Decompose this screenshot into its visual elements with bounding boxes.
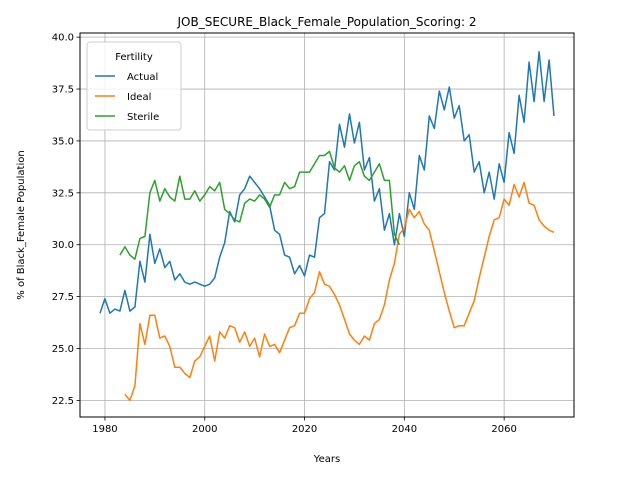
chart-title: JOB_SECURE_Black_Female_Population_Scori… <box>177 15 477 29</box>
x-axis-label: Years <box>313 454 340 465</box>
legend: Fertility Actual Ideal Sterile <box>86 41 182 131</box>
series-line-sterile <box>119 150 401 260</box>
y-tick-label: 25.0 <box>52 344 74 355</box>
y-tick-label: 40.0 <box>52 33 74 44</box>
x-tick-label: 2060 <box>491 424 516 435</box>
legend-box <box>86 41 182 131</box>
legend-label-actual: Actual <box>127 72 158 83</box>
x-tick-label: 2020 <box>292 424 317 435</box>
y-tick-label: 30.0 <box>52 240 74 251</box>
series-layer <box>99 50 555 402</box>
y-tick-label: 32.5 <box>52 188 74 199</box>
x-tick-label: 2040 <box>392 424 417 435</box>
legend-label-sterile: Sterile <box>127 112 159 123</box>
x-tick-label: 2000 <box>192 424 217 435</box>
y-tick-label: 27.5 <box>52 292 74 303</box>
legend-label-ideal: Ideal <box>127 92 151 103</box>
plot-frame <box>79 32 575 418</box>
y-tick-label: 35.0 <box>52 136 74 147</box>
series-line-actual <box>99 50 555 314</box>
legend-title: Fertility <box>115 52 153 63</box>
x-axis: 1980 2000 2020 2040 2060 <box>92 417 517 435</box>
y-axis-label: % of Black_Female Population <box>16 150 27 299</box>
y-tick-label: 22.5 <box>52 396 74 407</box>
y-tick-label: 37.5 <box>52 85 74 96</box>
x-tick-label: 1980 <box>92 424 117 435</box>
y-axis: 22.5 25.0 27.5 30.0 32.5 35.0 37.5 40.0 <box>52 33 80 407</box>
series-line-ideal <box>124 181 555 402</box>
